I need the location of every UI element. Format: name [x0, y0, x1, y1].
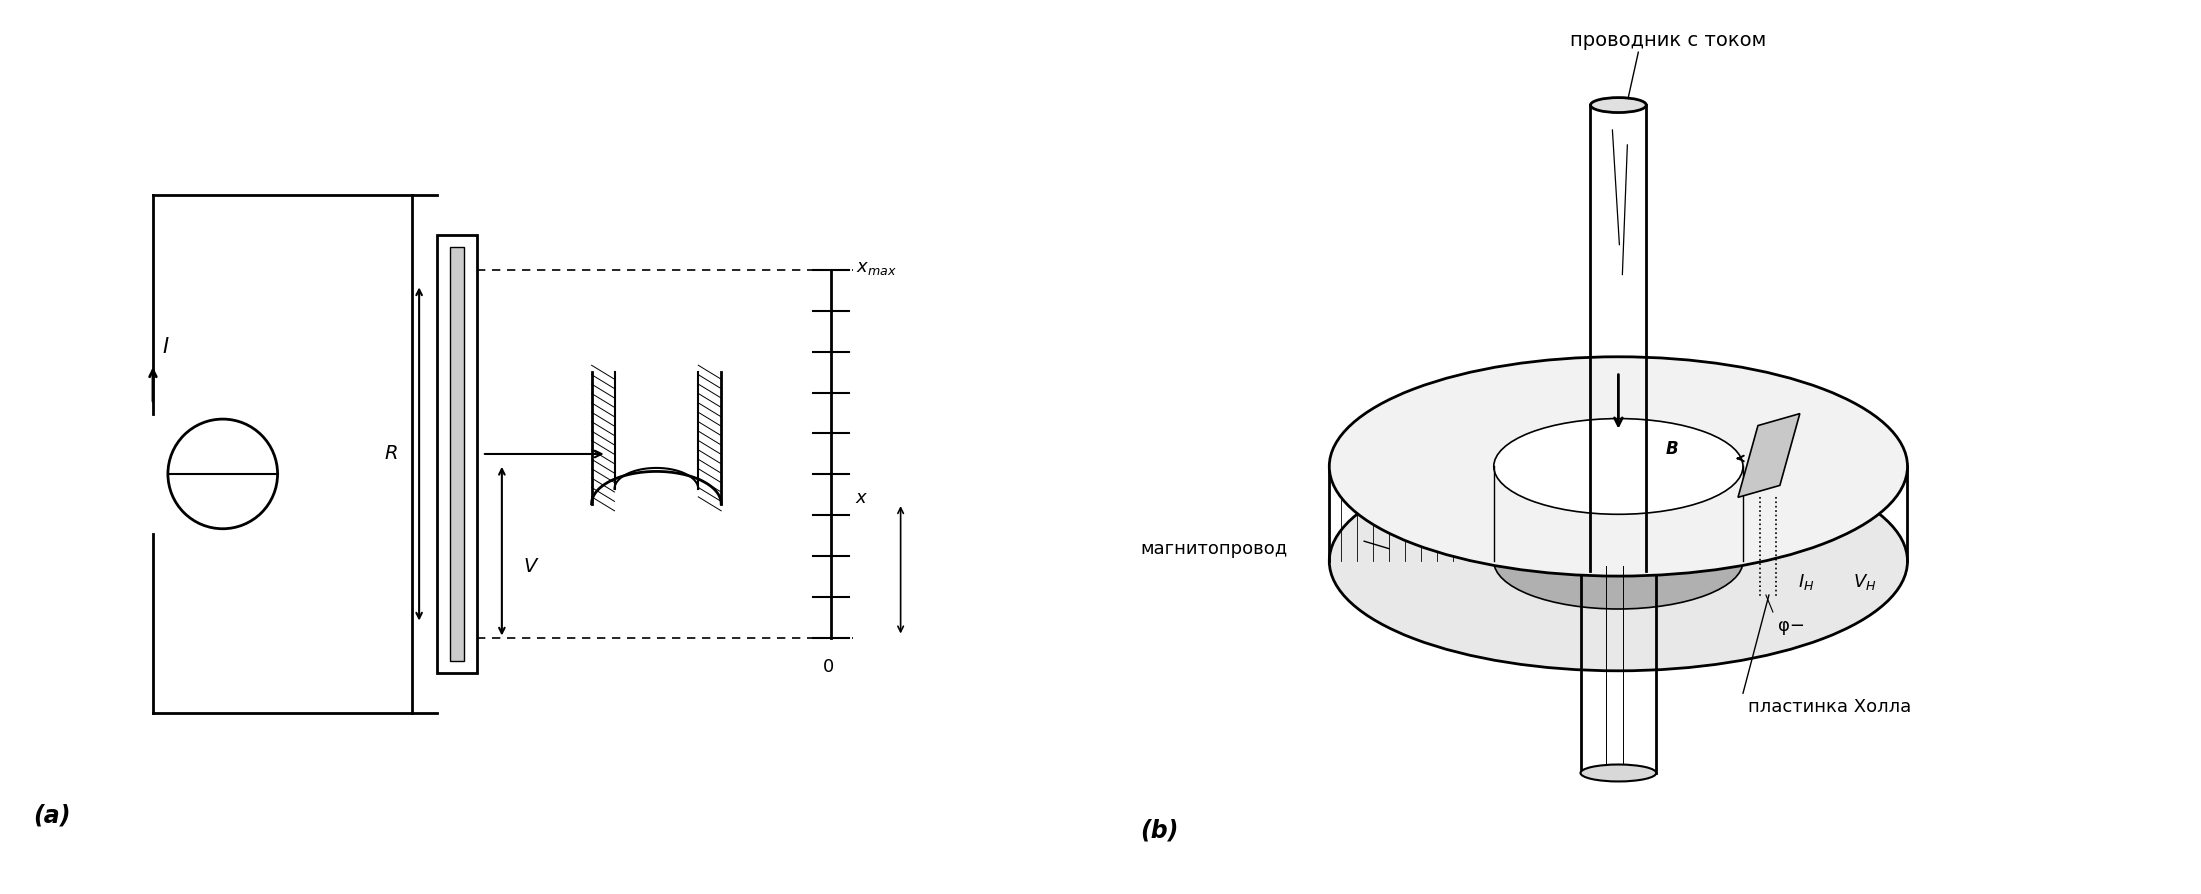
Polygon shape — [1739, 414, 1800, 497]
Ellipse shape — [1494, 513, 1743, 609]
Text: φ+: φ+ — [1816, 407, 1842, 425]
Ellipse shape — [1591, 97, 1646, 113]
Text: x: x — [856, 489, 867, 507]
Ellipse shape — [1329, 357, 1908, 576]
Text: $I_H$: $I_H$ — [1798, 572, 1814, 592]
Text: (a): (a) — [33, 804, 70, 828]
Text: пластинка Холла: пластинка Холла — [1748, 698, 1910, 716]
Text: V: V — [524, 557, 537, 576]
Text: $x_{max}$: $x_{max}$ — [856, 258, 896, 276]
Text: φ−: φ− — [1778, 617, 1805, 635]
Text: B: B — [1666, 441, 1677, 459]
Text: магнитопровод: магнитопровод — [1140, 540, 1288, 558]
Bar — [449, 247, 464, 662]
Ellipse shape — [1494, 418, 1743, 514]
Text: $V_H$: $V_H$ — [1853, 572, 1875, 592]
Text: I: I — [163, 337, 169, 358]
Ellipse shape — [1580, 764, 1657, 781]
Bar — [438, 234, 478, 673]
Text: R: R — [385, 444, 398, 463]
Ellipse shape — [1329, 451, 1908, 670]
Text: 0: 0 — [823, 658, 834, 677]
Text: (b): (b) — [1140, 819, 1178, 843]
Circle shape — [167, 419, 277, 528]
Text: проводник с током: проводник с током — [1569, 31, 1767, 50]
